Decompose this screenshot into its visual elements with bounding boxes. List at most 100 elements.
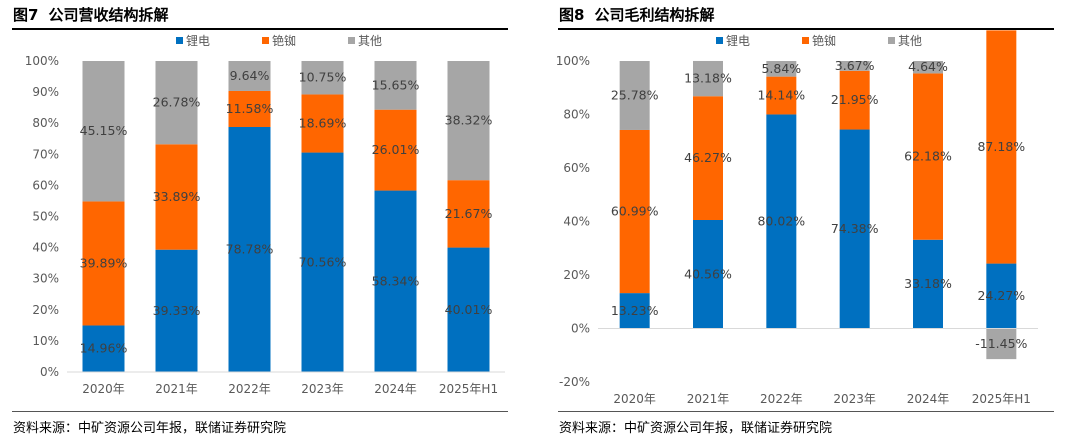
data-label-cesium: 39.89% — [80, 255, 128, 270]
bar-segment-lithium — [374, 190, 417, 372]
y-tick-label: 40% — [32, 241, 59, 255]
data-label-other: 45.15% — [80, 123, 128, 138]
data-label-cesium: 46.27% — [684, 150, 732, 165]
x-tick-label: 2024年 — [374, 382, 417, 396]
y-tick-label: 20% — [563, 268, 590, 282]
data-label-other: 38.32% — [445, 113, 493, 128]
data-label-cesium: 18.69% — [299, 115, 347, 130]
bar-segment-cesium — [693, 96, 723, 221]
data-label-other: 3.67% — [835, 58, 875, 73]
data-label-other: 25.78% — [611, 87, 659, 102]
data-label-lithium: 13.23% — [611, 303, 659, 318]
bar-segment-cesium — [301, 94, 344, 153]
figure-7-title-rule — [12, 28, 508, 30]
y-tick-label: 100% — [556, 54, 590, 68]
x-tick-label: 2025年H1 — [439, 382, 498, 396]
y-tick-label: 80% — [563, 108, 590, 122]
x-tick-label: 2022年 — [228, 382, 271, 396]
legend-swatch-other — [888, 37, 895, 44]
y-tick-label: 0% — [40, 365, 59, 379]
y-tick-label: 60% — [32, 178, 59, 192]
y-tick-label: 70% — [32, 147, 59, 161]
y-tick-label: 10% — [32, 334, 59, 348]
bar-segment-lithium — [82, 325, 125, 372]
bar-segment-cesium — [766, 76, 797, 115]
data-label-lithium: 80.02% — [757, 213, 805, 228]
bar-segment-lithium — [447, 247, 490, 372]
figure-8-source: 资料来源：中矿资源公司年报，联储证券研究院 — [559, 421, 833, 436]
bar-segment-lithium — [766, 114, 797, 329]
data-label-other: -11.45% — [975, 336, 1027, 351]
y-tick-label: 0% — [571, 322, 590, 336]
bar-segment-other — [913, 61, 943, 74]
y-tick-label: -20% — [559, 375, 590, 389]
x-tick-label: 2020年 — [82, 382, 125, 396]
data-label-lithium: 70.56% — [299, 254, 347, 269]
data-label-other: 5.84% — [761, 61, 801, 76]
bar-segment-lithium — [155, 249, 198, 372]
bar-segment-other — [155, 61, 198, 145]
bar-segment-other — [619, 61, 650, 130]
x-tick-label: 2020年 — [613, 392, 656, 406]
data-label-lithium: 74.38% — [831, 221, 879, 236]
legend-label-other: 其他 — [898, 34, 922, 48]
bar-segment-lithium — [986, 263, 1017, 329]
bar-segment-other — [447, 61, 490, 181]
data-label-lithium: 40.56% — [684, 266, 732, 281]
x-tick-label: 2021年 — [155, 382, 198, 396]
bar-segment-cesium — [228, 90, 271, 127]
bar-segment-other — [228, 61, 271, 91]
data-label-cesium: 87.18% — [977, 139, 1025, 154]
figure-7-source: 资料来源：中矿资源公司年报，联储证券研究院 — [13, 421, 287, 436]
legend-label-cesium: 铯铷 — [272, 33, 296, 48]
figure-7-title: 图7 公司营收结构拆解 — [13, 4, 168, 25]
data-label-lithium: 33.18% — [904, 276, 952, 291]
revenue-structure-chart: 锂电 铯铷 其他 0% 10% 20% 30% 40% 50% 60% 70% 80% 90% 100% 2… — [25, 33, 505, 396]
data-label-cesium: 21.95% — [831, 92, 879, 107]
x-tick-label: 2022年 — [760, 392, 803, 406]
bar-segment-lithium — [839, 129, 870, 329]
data-label-other: 15.65% — [372, 77, 420, 92]
legend-label-lithium: 锂电 — [726, 33, 750, 48]
bar-segment-other — [766, 61, 797, 77]
y-tick-label: 100% — [25, 54, 59, 68]
figure-8-title-rule — [558, 28, 1054, 30]
bar-segment-lithium — [619, 293, 650, 329]
legend-swatch-cesium — [802, 37, 809, 44]
figure-8-title-text: 公司毛利结构拆解 — [594, 6, 715, 24]
y-tick-label: 40% — [563, 215, 590, 229]
data-label-other: 13.18% — [684, 71, 732, 86]
data-label-other: 9.64% — [230, 68, 270, 83]
y-tick-label: 90% — [32, 85, 59, 99]
legend-swatch-cesium — [262, 37, 269, 44]
figure-8-panel: 图8 公司毛利结构拆解 锂电 铯铷 其他 -20% 0% 20% 40% 60% 80% 100% 2… — [546, 0, 1066, 439]
figure-8-source-rule — [558, 411, 1054, 412]
y-tick-label: 60% — [563, 161, 590, 175]
data-label-lithium: 39.33% — [153, 303, 201, 318]
data-label-cesium: 62.18% — [904, 149, 952, 164]
bar-segment-cesium — [155, 144, 198, 250]
x-tick-label: 2024年 — [907, 392, 950, 406]
bar-segment-other — [986, 328, 1017, 360]
bar-segment-other — [82, 61, 125, 202]
figure-7-number: 图7 — [13, 6, 39, 24]
bar-segment-cesium — [619, 129, 650, 294]
figure-8-number: 图8 — [559, 6, 585, 24]
x-tick-label: 2021年 — [687, 392, 730, 406]
data-label-cesium: 14.14% — [757, 88, 805, 103]
bar-segment-other — [301, 61, 344, 95]
bar-segment-lithium — [693, 220, 723, 329]
bar-segment-cesium — [986, 30, 1017, 264]
data-label-cesium: 26.01% — [372, 142, 420, 157]
bar-segment-cesium — [839, 70, 870, 130]
bar-segment-other — [693, 60, 723, 97]
data-label-cesium: 33.89% — [153, 189, 201, 204]
gross-profit-structure-chart: 锂电 铯铷 其他 -20% 0% 20% 40% 60% 80% 100% 2020年 2021年 20… — [556, 30, 1038, 406]
y-tick-label: 30% — [32, 272, 59, 286]
legend-label-other: 其他 — [358, 34, 382, 48]
data-label-lithium: 24.27% — [977, 288, 1025, 303]
legend-swatch-lithium — [716, 37, 723, 44]
data-label-lithium: 58.34% — [372, 273, 420, 288]
y-tick-label: 50% — [32, 210, 59, 224]
y-tick-label: 20% — [32, 303, 59, 317]
